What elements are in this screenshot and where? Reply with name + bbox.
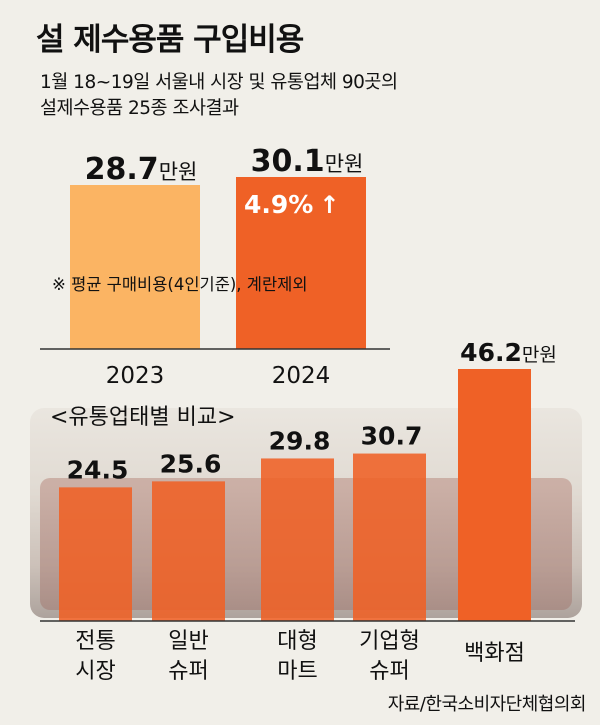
up-arrow-icon: ↑ — [319, 191, 339, 219]
chart-footnote: ※ 평균 구매비용(4인기준), 계란제외 — [52, 275, 308, 294]
category-label-channel-4-line-2: 슈퍼 — [369, 659, 409, 684]
value-number: 46.2 — [460, 338, 522, 367]
subtitle-line-1: 1월 18~19일 서울내 시장 및 유통업체 90곳의 — [40, 72, 398, 93]
value-label-2023: 28.7만원 — [85, 152, 198, 187]
year-label-2024: 2024 — [272, 363, 331, 389]
category-label-channel-2-line-1: 일반 — [168, 629, 208, 654]
category-label-channel-4-line-1: 기업형 — [359, 629, 420, 654]
chart-subtitle: 1월 18~19일 서울내 시장 및 유통업체 90곳의 설제수용품 25종 조… — [40, 70, 398, 122]
value-unit: 만원 — [159, 160, 198, 184]
value-number: 28.7 — [85, 152, 159, 187]
bar-channel-2 — [152, 481, 225, 621]
category-label-channel-5-line-1: 백화점 — [464, 641, 525, 666]
year-label-2023: 2023 — [106, 363, 165, 389]
value-unit: 만원 — [522, 344, 557, 366]
value-label-channel-3: 29.8 — [269, 426, 331, 455]
value-number: 30.1 — [251, 144, 325, 179]
value-label-channel-4: 30.7 — [361, 422, 423, 451]
value-label-channel-2: 25.6 — [160, 449, 222, 478]
chart-title: 설 제수용품 구입비용 — [36, 22, 304, 58]
change-annotation: 4.9% ↑ — [244, 190, 339, 219]
value-label-channel-5: 46.2만원 — [460, 338, 557, 367]
source-note: 자료/한국소비자단체협의회 — [387, 694, 587, 715]
bar-channel-5 — [458, 369, 531, 621]
category-label-channel-1-line-2: 시장 — [75, 659, 115, 684]
bar-2024 — [236, 177, 366, 349]
bar-2023 — [70, 185, 200, 349]
comparison-title: <유통업태별 비교> — [50, 405, 236, 430]
bar-channel-4 — [353, 453, 426, 621]
value-unit: 만원 — [325, 152, 364, 176]
change-number: 4.9% — [244, 190, 313, 219]
value-label-channel-1: 24.5 — [67, 455, 129, 484]
bar-channel-3 — [261, 458, 334, 621]
bar-channel-1 — [59, 487, 132, 621]
category-label-channel-1-line-1: 전통 — [75, 629, 115, 654]
value-label-2024: 30.1만원 — [251, 144, 364, 179]
subtitle-line-2: 설제수용품 25종 조사결과 — [40, 98, 239, 119]
category-label-channel-2-line-2: 슈퍼 — [168, 659, 208, 684]
category-label-channel-3-line-2: 마트 — [277, 659, 317, 684]
category-label-channel-3-line-1: 대형 — [277, 629, 317, 654]
